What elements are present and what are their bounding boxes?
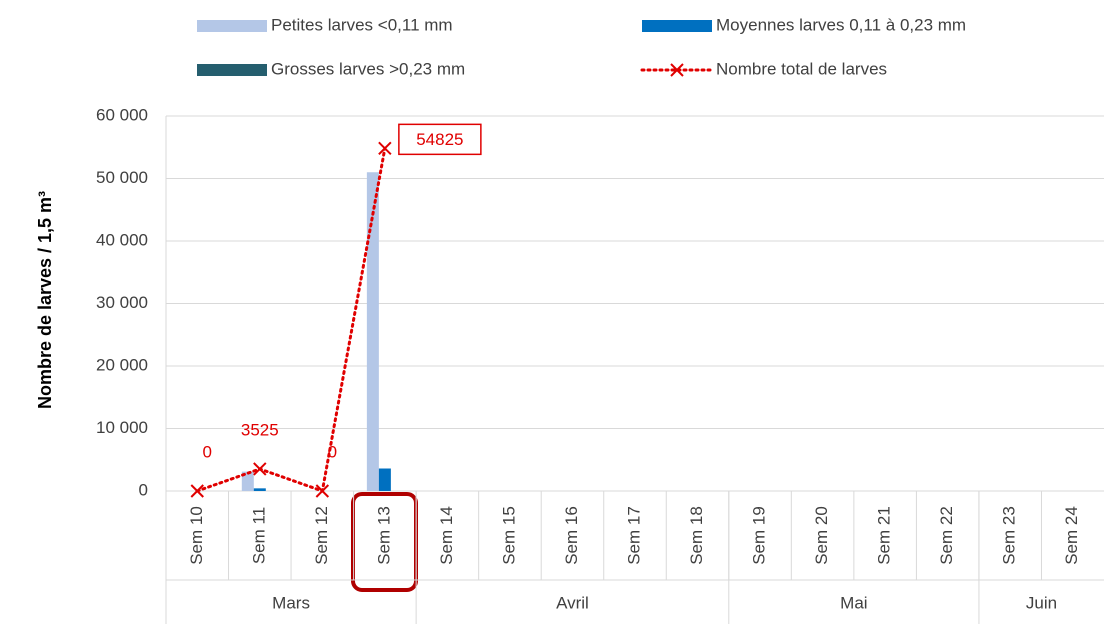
x-tick-label: Sem 14: [437, 506, 456, 565]
group-label: Avril: [556, 593, 589, 612]
legend-swatch: [642, 20, 712, 32]
y-tick-label: 30 000: [96, 293, 148, 312]
y-tick-label: 0: [139, 480, 148, 499]
group-label: Mai: [840, 593, 867, 612]
x-tick-label: Sem 10: [187, 506, 206, 565]
x-tick-label: Sem 18: [687, 506, 706, 565]
legend-swatch: [197, 64, 267, 76]
x-tick-label: Sem 12: [312, 506, 331, 565]
data-label: 54825: [416, 130, 463, 149]
y-tick-label: 50 000: [96, 168, 148, 187]
x-tick-label: Sem 11: [249, 507, 268, 564]
bar: [253, 488, 266, 491]
group-label: Mars: [272, 593, 310, 612]
legend-label: Petites larves <0,11 mm: [271, 15, 453, 34]
data-label: 3525: [241, 420, 279, 439]
data-label: 0: [203, 442, 212, 461]
x-tick-label: Sem 21: [875, 506, 894, 565]
legend-label: Moyennes larves 0,11 à 0,23 mm: [716, 15, 966, 34]
legend-swatch: [197, 20, 267, 32]
x-tick-label: Sem 22: [937, 506, 956, 565]
bar: [378, 468, 391, 491]
data-label: 0: [328, 442, 337, 461]
y-axis-label: Nombre de larves / 1,5 m³: [35, 191, 55, 409]
y-tick-label: 20 000: [96, 355, 148, 374]
group-label: Juin: [1026, 593, 1057, 612]
x-tick-label: Sem 20: [812, 506, 831, 565]
line-marker: [378, 141, 392, 156]
line-marker: [253, 462, 267, 476]
line-marker: [315, 484, 330, 498]
x-tick-label: Sem 23: [1000, 506, 1019, 565]
x-tick-label: Sem 16: [562, 506, 581, 565]
y-tick-label: 10 000: [96, 418, 148, 437]
line-marker: [190, 484, 204, 498]
legend-label: Grosses larves >0,23 mm: [271, 59, 465, 78]
x-tick-label: Sem 24: [1062, 506, 1081, 565]
line-series: [195, 146, 387, 493]
legend-marker: [670, 63, 684, 77]
x-tick-label: Sem 19: [750, 506, 769, 565]
x-tick-label: Sem 17: [624, 506, 643, 565]
x-tick-label: Sem 15: [499, 506, 518, 565]
legend-label: Nombre total de larves: [716, 59, 887, 78]
y-tick-label: 40 000: [96, 230, 148, 249]
data-label-box: [398, 123, 482, 156]
bar: [241, 471, 254, 491]
y-tick-label: 60 000: [96, 105, 148, 124]
x-tick-label: Sem 13: [374, 506, 393, 565]
bar: [366, 172, 379, 491]
